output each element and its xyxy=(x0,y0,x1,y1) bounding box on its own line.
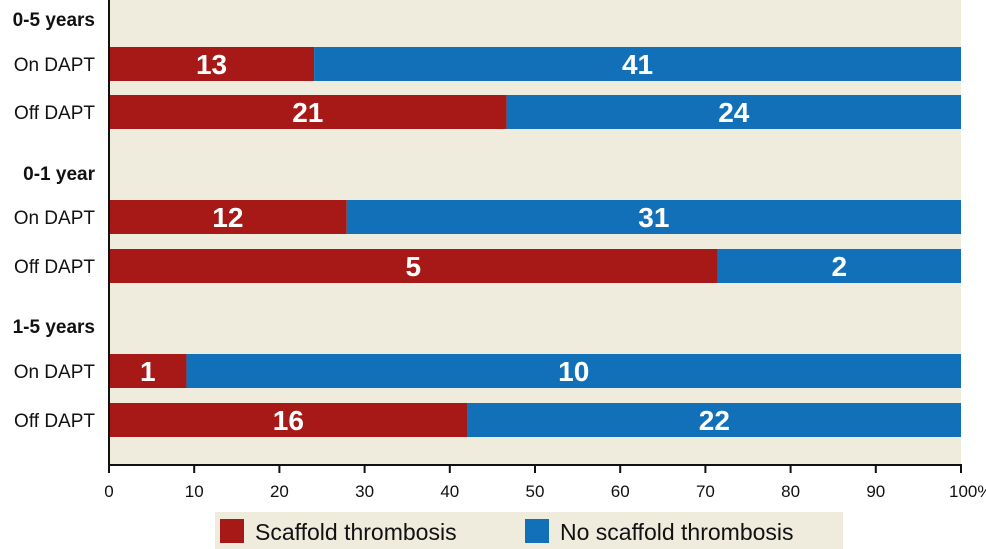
legend-label: No scaffold thrombosis xyxy=(560,519,794,545)
x-tick-label: 0 xyxy=(104,482,113,501)
data-label: 41 xyxy=(622,49,653,80)
group-label: 0-5 years xyxy=(13,10,95,31)
legend-swatch-scaffold-thrombosis xyxy=(220,519,244,543)
data-label: 21 xyxy=(292,97,323,128)
x-tick-label: 40 xyxy=(440,482,459,501)
bar-no-scaffold-thrombosis xyxy=(314,47,962,81)
x-tick-label: 10 xyxy=(185,482,204,501)
category-label: Off DAPT xyxy=(14,411,95,432)
x-tick-label: 20 xyxy=(270,482,289,501)
category-label: Off DAPT xyxy=(14,257,95,278)
x-tick-label: 30 xyxy=(355,482,374,501)
data-label: 22 xyxy=(699,405,730,436)
category-label: On DAPT xyxy=(14,55,96,76)
legend-swatch-no-scaffold-thrombosis xyxy=(525,519,549,543)
data-label: 12 xyxy=(212,202,243,233)
data-label: 2 xyxy=(831,251,847,282)
group-label: 0-1 year xyxy=(23,164,95,185)
bar-scaffold-thrombosis xyxy=(109,249,718,283)
x-tick-label: 70 xyxy=(696,482,715,501)
bar-scaffold-thrombosis xyxy=(109,95,507,129)
group-label: 1-5 years xyxy=(13,317,95,338)
x-tick-label: 60 xyxy=(611,482,630,501)
category-label: On DAPT xyxy=(14,208,96,229)
data-label: 24 xyxy=(718,97,750,128)
data-label: 10 xyxy=(558,356,589,387)
bar-no-scaffold-thrombosis xyxy=(346,200,961,234)
data-label: 5 xyxy=(405,251,421,282)
data-label: 1 xyxy=(140,356,156,387)
category-label: Off DAPT xyxy=(14,103,95,124)
bar-no-scaffold-thrombosis xyxy=(717,249,961,283)
bar-no-scaffold-thrombosis xyxy=(467,403,961,437)
data-label: 31 xyxy=(638,202,669,233)
x-tick-label: 90 xyxy=(866,482,885,501)
bar-no-scaffold-thrombosis xyxy=(186,354,962,388)
legend-label: Scaffold thrombosis xyxy=(255,519,457,545)
data-label: 13 xyxy=(196,49,227,80)
x-tick-label: 80 xyxy=(781,482,800,501)
bar-no-scaffold-thrombosis xyxy=(506,95,961,129)
category-label: On DAPT xyxy=(14,362,96,383)
x-tick-label: 100% xyxy=(949,482,986,501)
bar-scaffold-thrombosis xyxy=(109,200,347,234)
bar-scaffold-thrombosis xyxy=(109,354,187,388)
bar-scaffold-thrombosis xyxy=(109,403,468,437)
x-tick-label: 50 xyxy=(526,482,545,501)
data-label: 16 xyxy=(273,405,304,436)
bar-scaffold-thrombosis xyxy=(109,47,315,81)
legend: Scaffold thrombosis No scaffold thrombosi… xyxy=(215,512,843,549)
